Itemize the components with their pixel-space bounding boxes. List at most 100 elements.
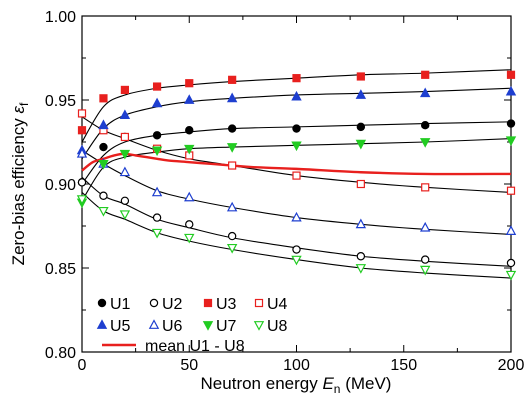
data-point-u3 bbox=[185, 79, 194, 88]
legend-label-u2: U2 bbox=[162, 296, 183, 313]
x-tick-label: 0 bbox=[78, 357, 87, 374]
x-axis-title: Neutron energy En (MeV) bbox=[201, 374, 392, 396]
legend-symbol-u8 bbox=[253, 321, 265, 331]
legend-symbol-u4 bbox=[254, 298, 264, 308]
data-point-u2 bbox=[120, 196, 130, 205]
data-point-u6 bbox=[184, 191, 195, 202]
y-tick-label: 1.00 bbox=[45, 9, 76, 26]
y-axis-title: Zero-bias efficiency εf bbox=[9, 102, 31, 265]
x-tick-label: 50 bbox=[180, 357, 198, 374]
data-point-u4 bbox=[77, 109, 87, 118]
data-point-u8 bbox=[291, 255, 302, 266]
data-point-u1 bbox=[227, 124, 237, 133]
data-point-u5 bbox=[98, 119, 109, 130]
legend-item-mean: mean U1 - U8 bbox=[102, 338, 245, 355]
legend-marker-u1 bbox=[97, 298, 107, 308]
data-point-u1 bbox=[421, 120, 430, 130]
x-tick-label: 200 bbox=[498, 357, 525, 374]
axis-ticks bbox=[81, 15, 512, 353]
fit-line-u1 bbox=[81, 121, 512, 185]
legend-symbol-u3 bbox=[203, 298, 213, 308]
data-point-u8 bbox=[119, 210, 131, 221]
data-point-u3 bbox=[228, 75, 237, 84]
data-point-u8 bbox=[98, 206, 109, 217]
data-point-u3 bbox=[506, 70, 516, 79]
legend-symbol-u7 bbox=[202, 321, 214, 331]
data-point-u3 bbox=[421, 70, 430, 79]
data-point-u6 bbox=[226, 201, 238, 212]
fit-line-u2 bbox=[81, 176, 512, 267]
data-point-u5 bbox=[355, 89, 367, 99]
legend-label-u6: U6 bbox=[162, 318, 183, 335]
data-point-u7 bbox=[505, 136, 517, 147]
data-point-u5 bbox=[419, 87, 431, 98]
data-point-u4 bbox=[421, 183, 430, 192]
data-point-u8 bbox=[419, 265, 431, 276]
data-point-u3 bbox=[292, 74, 301, 83]
data-point-u1 bbox=[152, 131, 162, 140]
data-point-u6 bbox=[355, 218, 367, 229]
legend-marker-u4 bbox=[254, 298, 264, 308]
legend-marker-u7 bbox=[202, 321, 214, 331]
data-point-u3 bbox=[120, 85, 130, 95]
legend-marker-u3 bbox=[203, 298, 213, 308]
data-point-u6 bbox=[291, 211, 302, 222]
legend-label-u8: U8 bbox=[267, 318, 288, 335]
data-point-u5 bbox=[505, 85, 517, 96]
data-point-u7 bbox=[291, 141, 302, 152]
legend-symbol-u5 bbox=[96, 319, 108, 329]
y-tick-label: 0.80 bbox=[45, 345, 76, 362]
legend-item-u7: U7 bbox=[202, 318, 237, 335]
legend-symbol-u1 bbox=[97, 298, 107, 308]
legend-item-u5: U5 bbox=[96, 318, 131, 335]
data-point-u2 bbox=[77, 178, 87, 187]
data-point-u1 bbox=[99, 142, 108, 152]
fit-line-u5 bbox=[81, 87, 512, 160]
tick-labels: 0 50 100 150 200 0.80 0.85 0.90 0.95 1.00 bbox=[45, 9, 525, 374]
legend-label-mean: mean U1 - U8 bbox=[145, 338, 245, 355]
data-point-u2 bbox=[227, 231, 237, 241]
fit-line-u6 bbox=[81, 149, 512, 235]
data-point-u3 bbox=[152, 82, 162, 91]
y-tick-label: 0.95 bbox=[45, 93, 76, 110]
legend-item-u3: U3 bbox=[203, 296, 237, 313]
mean-curve bbox=[81, 152, 512, 176]
data-point-u5 bbox=[184, 94, 195, 104]
data-point-u4 bbox=[292, 171, 301, 180]
data-point-u1 bbox=[292, 124, 301, 133]
data-point-u8 bbox=[505, 270, 517, 281]
data-point-u7 bbox=[226, 143, 238, 153]
data-point-u7 bbox=[419, 138, 431, 148]
data-point-u1 bbox=[506, 119, 516, 128]
legend-label-u7: U7 bbox=[216, 318, 237, 335]
data-point-u2 bbox=[421, 255, 430, 264]
data-point-u7 bbox=[98, 159, 109, 170]
legend-marker-u5 bbox=[96, 319, 108, 329]
data-point-u5 bbox=[291, 90, 302, 101]
x-tick-label: 150 bbox=[390, 357, 417, 374]
data-point-u2 bbox=[185, 220, 194, 229]
data-point-u2 bbox=[292, 245, 301, 254]
data-point-u6 bbox=[505, 225, 517, 235]
legend-item-u1: U1 bbox=[97, 296, 131, 313]
data-point-u1 bbox=[356, 122, 366, 132]
data-points bbox=[76, 70, 517, 281]
legend-symbol-u6 bbox=[148, 319, 160, 329]
data-point-u7 bbox=[151, 146, 163, 157]
data-point-u2 bbox=[152, 213, 162, 222]
data-point-u2 bbox=[99, 191, 108, 200]
data-point-u2 bbox=[356, 252, 366, 261]
data-point-u4 bbox=[228, 161, 237, 170]
y-tick-label: 0.85 bbox=[45, 261, 76, 278]
data-point-u3 bbox=[356, 72, 365, 81]
data-point-u5 bbox=[226, 92, 238, 103]
fit-line-u7 bbox=[81, 138, 512, 202]
legend-label-u1: U1 bbox=[110, 296, 131, 313]
data-point-u4 bbox=[356, 179, 365, 189]
legend-marker-u2 bbox=[149, 298, 159, 308]
legend-marker-u6 bbox=[148, 319, 160, 329]
data-point-u8 bbox=[151, 228, 163, 239]
legend-label-u5: U5 bbox=[110, 318, 131, 335]
legend-symbol-u2 bbox=[149, 298, 159, 308]
